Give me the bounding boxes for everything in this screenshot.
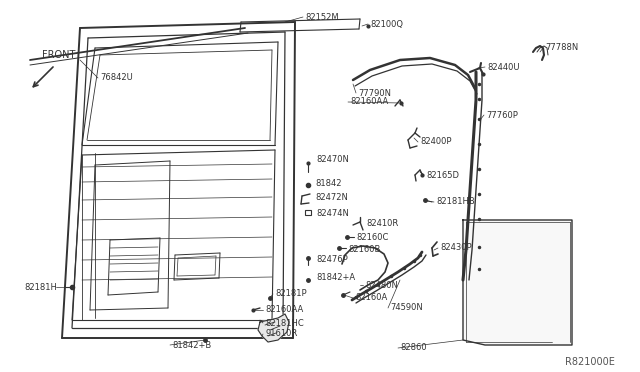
Text: 91610R: 91610R xyxy=(265,330,297,339)
Text: 82165D: 82165D xyxy=(426,170,459,180)
Text: 82152M: 82152M xyxy=(305,13,339,22)
Text: 82400P: 82400P xyxy=(420,138,451,147)
Text: 77790N: 77790N xyxy=(358,89,391,97)
Text: 77788N: 77788N xyxy=(545,44,579,52)
Polygon shape xyxy=(463,220,572,345)
Text: 82160C: 82160C xyxy=(356,232,388,241)
Text: 82476P: 82476P xyxy=(316,256,348,264)
Text: 82410R: 82410R xyxy=(366,218,398,228)
Text: 82440U: 82440U xyxy=(487,62,520,71)
Text: 82160AA: 82160AA xyxy=(350,97,388,106)
Text: 82470N: 82470N xyxy=(316,155,349,164)
Text: 82160AA: 82160AA xyxy=(265,305,303,314)
Text: 82160B: 82160B xyxy=(348,244,380,253)
Text: 81842: 81842 xyxy=(315,179,342,187)
Text: 82860: 82860 xyxy=(400,343,427,353)
Text: 82474N: 82474N xyxy=(316,208,349,218)
Text: 82472N: 82472N xyxy=(315,193,348,202)
Text: 77760P: 77760P xyxy=(486,110,518,119)
Text: 82160A: 82160A xyxy=(355,294,387,302)
Text: FRONT: FRONT xyxy=(42,50,76,60)
Text: 82181H: 82181H xyxy=(24,282,57,292)
Text: R821000E: R821000E xyxy=(565,357,615,367)
Text: 81842+B: 81842+B xyxy=(172,340,211,350)
Text: 81842+A: 81842+A xyxy=(316,273,355,282)
Text: 74590N: 74590N xyxy=(390,304,423,312)
Text: 82181P: 82181P xyxy=(275,289,307,298)
Polygon shape xyxy=(258,314,289,342)
Text: 82430P: 82430P xyxy=(440,244,472,253)
Text: 82100Q: 82100Q xyxy=(370,19,403,29)
Text: 82181HC: 82181HC xyxy=(265,318,304,327)
Text: 82480N: 82480N xyxy=(365,280,398,289)
Text: 76842U: 76842U xyxy=(100,74,132,83)
Bar xyxy=(305,210,311,215)
Text: 82181HB: 82181HB xyxy=(436,198,475,206)
